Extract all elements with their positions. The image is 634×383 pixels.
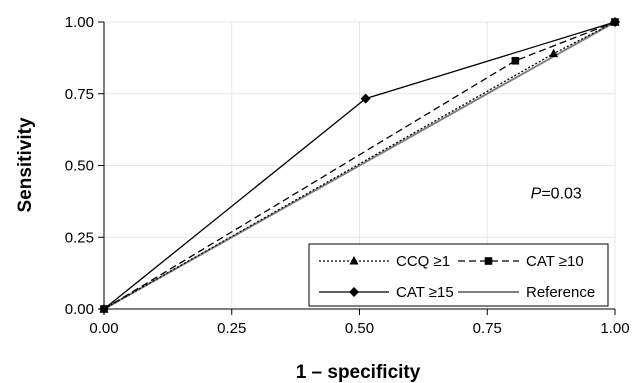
y-tick-label: 0.25 <box>65 229 94 246</box>
x-tick-label: 0.00 <box>89 320 118 337</box>
x-tick-label: 0.75 <box>473 320 502 337</box>
legend-box <box>308 243 609 307</box>
y-tick-label: 1.00 <box>65 14 94 31</box>
x-tick-label: 1.00 <box>600 320 629 337</box>
data-point-cat-15 <box>610 17 620 27</box>
x-tick-label: 0.25 <box>217 320 246 337</box>
legend-label-reference: Reference <box>526 284 595 301</box>
y-tick-label: 0.00 <box>65 301 94 318</box>
data-point-cat-10 <box>511 56 520 65</box>
legend-marker-ccq-1 <box>349 256 359 265</box>
p-value-italic: P <box>531 186 542 203</box>
y-axis-title: Sensitivity <box>15 117 36 212</box>
y-tick-label: 0.75 <box>65 86 94 103</box>
x-axis-title: 1 – specificity <box>296 362 421 383</box>
p-value-annotation: P=0.03 <box>531 186 582 203</box>
x-tick-label: 0.50 <box>345 320 374 337</box>
legend-label-ccq-1: CCQ ≥1 <box>396 253 450 270</box>
data-point-ccq-1 <box>549 48 559 58</box>
legend-label-cat-15: CAT ≥15 <box>396 284 454 301</box>
legend-label-cat-10: CAT ≥10 <box>526 253 584 270</box>
legend-marker-cat-10 <box>484 257 493 265</box>
legend: CCQ ≥1 CAT ≥10 CAT ≥15 Reference <box>308 243 609 307</box>
p-value-rest: =0.03 <box>541 186 582 203</box>
data-point-cat-15 <box>360 93 371 104</box>
legend-marker-cat-15 <box>349 287 359 297</box>
series-layer <box>99 17 620 314</box>
axes: 0.00 0.25 0.50 0.75 1.00 0.00 0.25 0.50 0.75 1.00 <box>65 14 630 337</box>
series-line-cat-10 <box>103 21 616 310</box>
y-tick-label: 0.50 <box>65 158 94 175</box>
